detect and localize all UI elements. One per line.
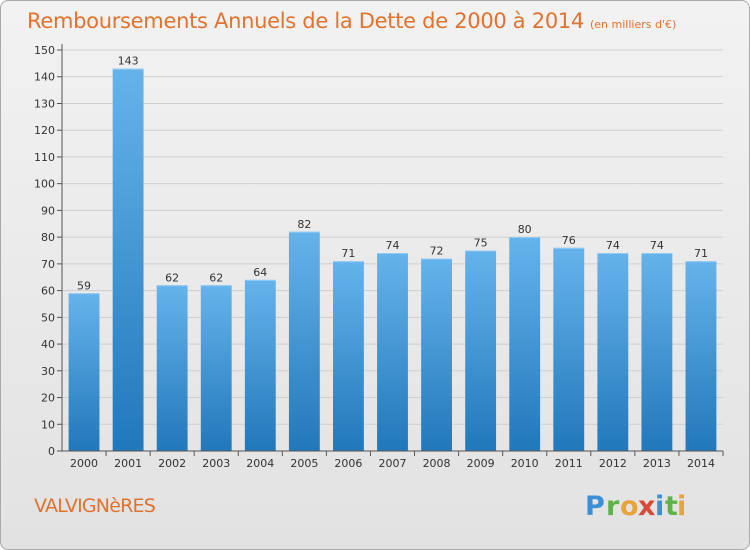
x-tick-label: 2007 bbox=[379, 457, 407, 470]
bar bbox=[597, 253, 629, 451]
x-tick-label: 2000 bbox=[70, 457, 98, 470]
bar bbox=[156, 285, 188, 451]
bar bbox=[641, 253, 673, 451]
chart-title: Remboursements Annuels de la Dette de 20… bbox=[27, 9, 676, 33]
y-tick-label: 140 bbox=[34, 71, 55, 84]
x-tick-label: 2008 bbox=[423, 457, 451, 470]
bar bbox=[685, 261, 717, 451]
data-label: 71 bbox=[341, 247, 355, 260]
bar bbox=[465, 250, 497, 451]
bar bbox=[288, 231, 320, 451]
x-tick-label: 2003 bbox=[202, 457, 230, 470]
y-tick-label: 60 bbox=[41, 285, 55, 298]
y-tick-label: 120 bbox=[34, 124, 55, 137]
logo-letter: i bbox=[655, 491, 665, 522]
logo-letter: P bbox=[585, 491, 605, 522]
chart-title-text: Remboursements Annuels de la Dette de 20… bbox=[27, 9, 584, 33]
logo-letter: i bbox=[677, 491, 687, 522]
logo-letter: o bbox=[620, 491, 639, 522]
bar bbox=[68, 293, 100, 451]
data-label: 62 bbox=[209, 271, 223, 284]
y-tick-label: 30 bbox=[41, 365, 55, 378]
y-tick-label: 70 bbox=[41, 258, 55, 271]
x-tick-label: 2004 bbox=[246, 457, 274, 470]
x-tick-label: 2010 bbox=[511, 457, 539, 470]
bar bbox=[333, 261, 364, 451]
data-label: 74 bbox=[650, 239, 664, 252]
logo-letter: x bbox=[638, 491, 656, 522]
bars: 59 143 62 62 64 82 71 74 72 75 80 76 74 74 71 bbox=[68, 55, 717, 452]
bar bbox=[421, 258, 452, 451]
bar bbox=[509, 237, 541, 451]
y-tick-label: 40 bbox=[41, 338, 55, 351]
y-tick-label: 0 bbox=[48, 445, 55, 458]
bar bbox=[377, 253, 408, 451]
y-tick-label: 100 bbox=[34, 178, 55, 191]
y-tick-label: 150 bbox=[34, 44, 55, 57]
data-label: 64 bbox=[253, 266, 267, 279]
data-label: 74 bbox=[386, 239, 400, 252]
x-tick-label: 2009 bbox=[467, 457, 495, 470]
x-tick-label: 2005 bbox=[290, 457, 318, 470]
data-label: 143 bbox=[118, 55, 139, 68]
chart-subtitle: (en milliers d'€) bbox=[590, 18, 677, 31]
data-label: 76 bbox=[562, 234, 576, 247]
data-label: 75 bbox=[474, 237, 488, 250]
y-tick-label: 110 bbox=[34, 151, 55, 164]
x-tick-label: 2012 bbox=[599, 457, 627, 470]
logo-letter: r bbox=[606, 491, 620, 522]
x-tick-label: 2002 bbox=[158, 457, 186, 470]
data-label: 62 bbox=[165, 271, 179, 284]
bar bbox=[553, 247, 585, 451]
data-label: 71 bbox=[694, 247, 708, 260]
y-tick-label: 80 bbox=[41, 231, 55, 244]
commune-name: VALVIGNèRES bbox=[34, 495, 156, 517]
x-tick-label: 2001 bbox=[114, 457, 142, 470]
bar bbox=[112, 68, 144, 452]
x-tick-label: 2006 bbox=[334, 457, 362, 470]
data-label: 59 bbox=[77, 279, 91, 292]
y-tick-label: 90 bbox=[41, 204, 55, 217]
y-tick-label: 20 bbox=[41, 392, 55, 405]
y-tick-label: 10 bbox=[41, 418, 55, 431]
bar bbox=[200, 285, 232, 451]
bar bbox=[244, 279, 276, 451]
x-tick-label: 2013 bbox=[643, 457, 671, 470]
data-label: 74 bbox=[606, 239, 620, 252]
data-label: 82 bbox=[297, 218, 311, 231]
x-tick-label: 2011 bbox=[555, 457, 583, 470]
data-label: 72 bbox=[430, 245, 444, 258]
y-tick-label: 130 bbox=[34, 97, 55, 110]
logo-letter: t bbox=[665, 491, 678, 522]
data-label: 80 bbox=[518, 223, 532, 236]
axes: 0 10 20 30 40 50 60 70 80 90 100 110 120 130 140 150 200… bbox=[34, 44, 724, 470]
x-tick-label: 2014 bbox=[687, 457, 715, 470]
y-tick-label: 50 bbox=[41, 311, 55, 324]
